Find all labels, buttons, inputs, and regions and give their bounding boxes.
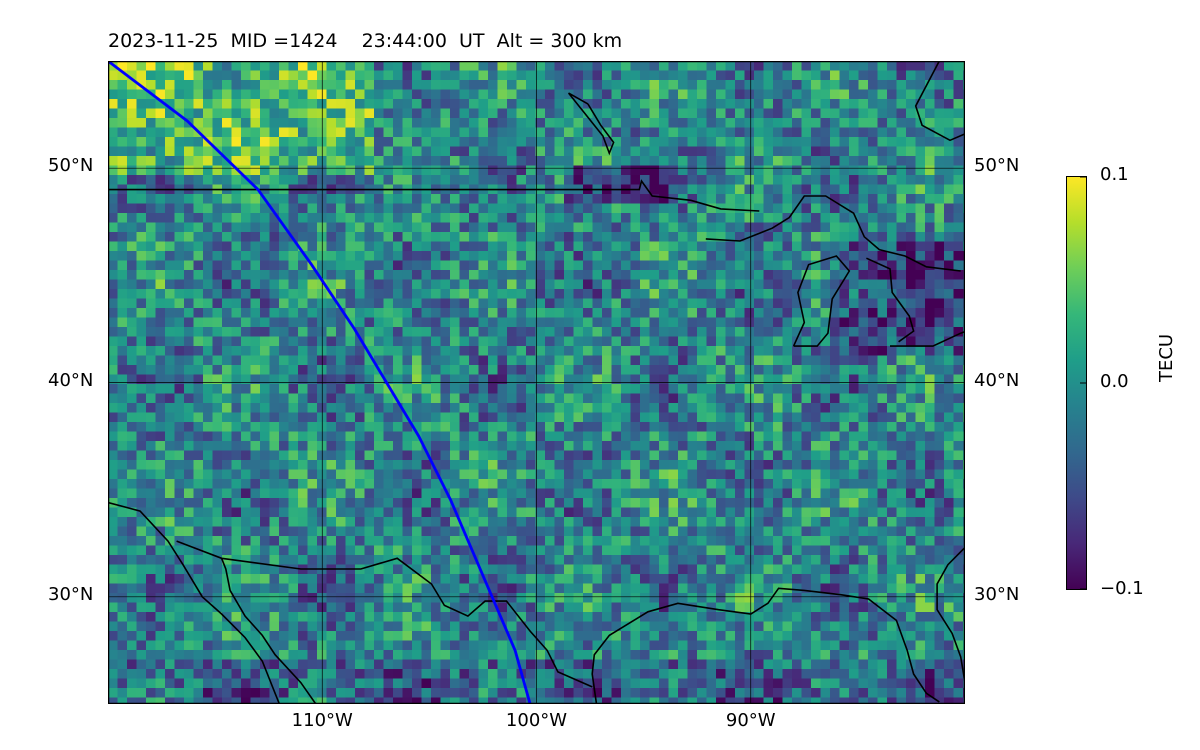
colorbar-tick-label: −0.1	[1100, 578, 1144, 599]
lat-tick-label: 40°N	[974, 369, 1020, 391]
map-title: 2023-11-25 MID =1424 23:44:00 UT Alt = 3…	[108, 30, 623, 52]
coastline	[567, 92, 615, 156]
lat-tick-label: 50°N	[48, 155, 94, 177]
lat-tick-label: 30°N	[974, 583, 1020, 605]
coastlines	[108, 61, 965, 704]
lon-tick-label: 90°W	[725, 710, 776, 731]
lat-tick-label: 30°N	[48, 583, 94, 605]
lon-tick-label: 110°W	[291, 710, 353, 731]
coastline	[936, 546, 965, 683]
coastline	[914, 61, 965, 142]
colorbar	[1066, 176, 1087, 590]
coastline	[108, 179, 760, 212]
coastline	[220, 558, 317, 704]
map-frame	[108, 61, 965, 704]
colorbar-label: TECU	[1156, 333, 1177, 382]
lat-tick-label: 50°N	[974, 155, 1020, 177]
colorbar-tick-label: 0.1	[1100, 164, 1129, 185]
coastline	[176, 540, 593, 688]
coastline	[705, 195, 961, 272]
coastline	[890, 325, 965, 347]
colorbar-tick-label: 0.0	[1100, 371, 1129, 392]
satellite-track	[108, 61, 532, 704]
tec-map[interactable]	[108, 61, 965, 704]
lat-tick-label: 40°N	[48, 369, 94, 391]
lon-tick-label: 100°W	[505, 710, 568, 731]
coastline	[866, 257, 915, 343]
coastline	[591, 587, 940, 704]
gridlines	[108, 61, 965, 704]
coastline	[108, 501, 281, 704]
coastline	[792, 255, 851, 347]
satellite-track-group	[108, 61, 532, 704]
